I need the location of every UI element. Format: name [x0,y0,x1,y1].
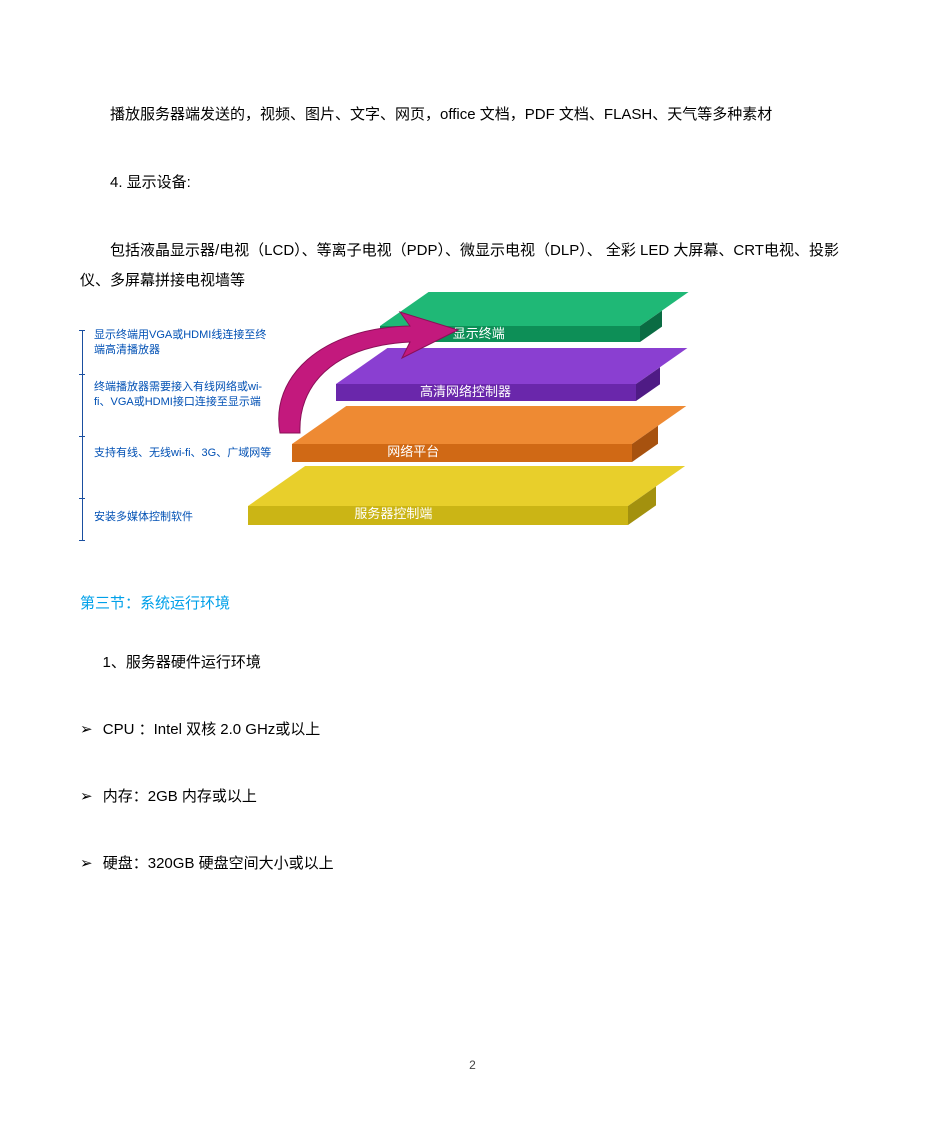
bullet-icon: ➢ [80,721,93,738]
bullet-memory-text: 内存：2GB 内存或以上 [103,788,257,805]
bullet-icon: ➢ [80,788,93,805]
bullet-cpu: ➢ CPU ：Intel 双核 2.0 GHz或以上 [80,716,865,743]
bullet-cpu-text: CPU ：Intel 双核 2.0 GHz或以上 [103,721,321,738]
architecture-diagram: 显示终端显示终端用VGA或HDMI线连接至终端高清播放器高清网络控制器终端播放器… [80,314,620,564]
diagram-layer-label: 服务器控制端 [354,504,432,525]
paragraph-display-device: 包括液晶显示器/电视（LCD）、等离子电视（PDP）、微显示电视（DLP）、 全… [80,236,865,296]
page-number: 2 [0,1056,945,1075]
diagram-layer-label: 显示终端 [453,324,505,345]
diagram-layer-desc: 终端播放器需要接入有线网络或wi-fi、VGA或HDMI接口连接至显示端 [94,380,274,410]
diagram-layer-desc: 显示终端用VGA或HDMI线连接至终端高清播放器 [94,328,274,358]
bullet-icon: ➢ [80,855,93,872]
diagram-layer-label: 网络平台 [387,442,439,463]
bullet-disk-text: 硬盘：320GB 硬盘空间大小或以上 [103,855,334,872]
section-3-title: 第三节：系统运行环境 [80,592,865,616]
diagram-layer-desc: 安装多媒体控制软件 [94,510,274,525]
paragraph-intro: 播放服务器端发送的，视频、图片、文字、网页，office 文档，PDF 文档、F… [80,100,865,130]
bullet-memory: ➢ 内存：2GB 内存或以上 [80,783,865,810]
diagram-layer-desc: 支持有线、无线wi-fi、3G、广域网等 [94,446,274,461]
diagram-arrow-icon [260,308,460,438]
bullet-disk: ➢ 硬盘：320GB 硬盘空间大小或以上 [80,850,865,877]
heading-display-device: 4. 显示设备: [80,168,865,198]
hw-env-heading: 1、服务器硬件运行环境 [103,648,866,678]
